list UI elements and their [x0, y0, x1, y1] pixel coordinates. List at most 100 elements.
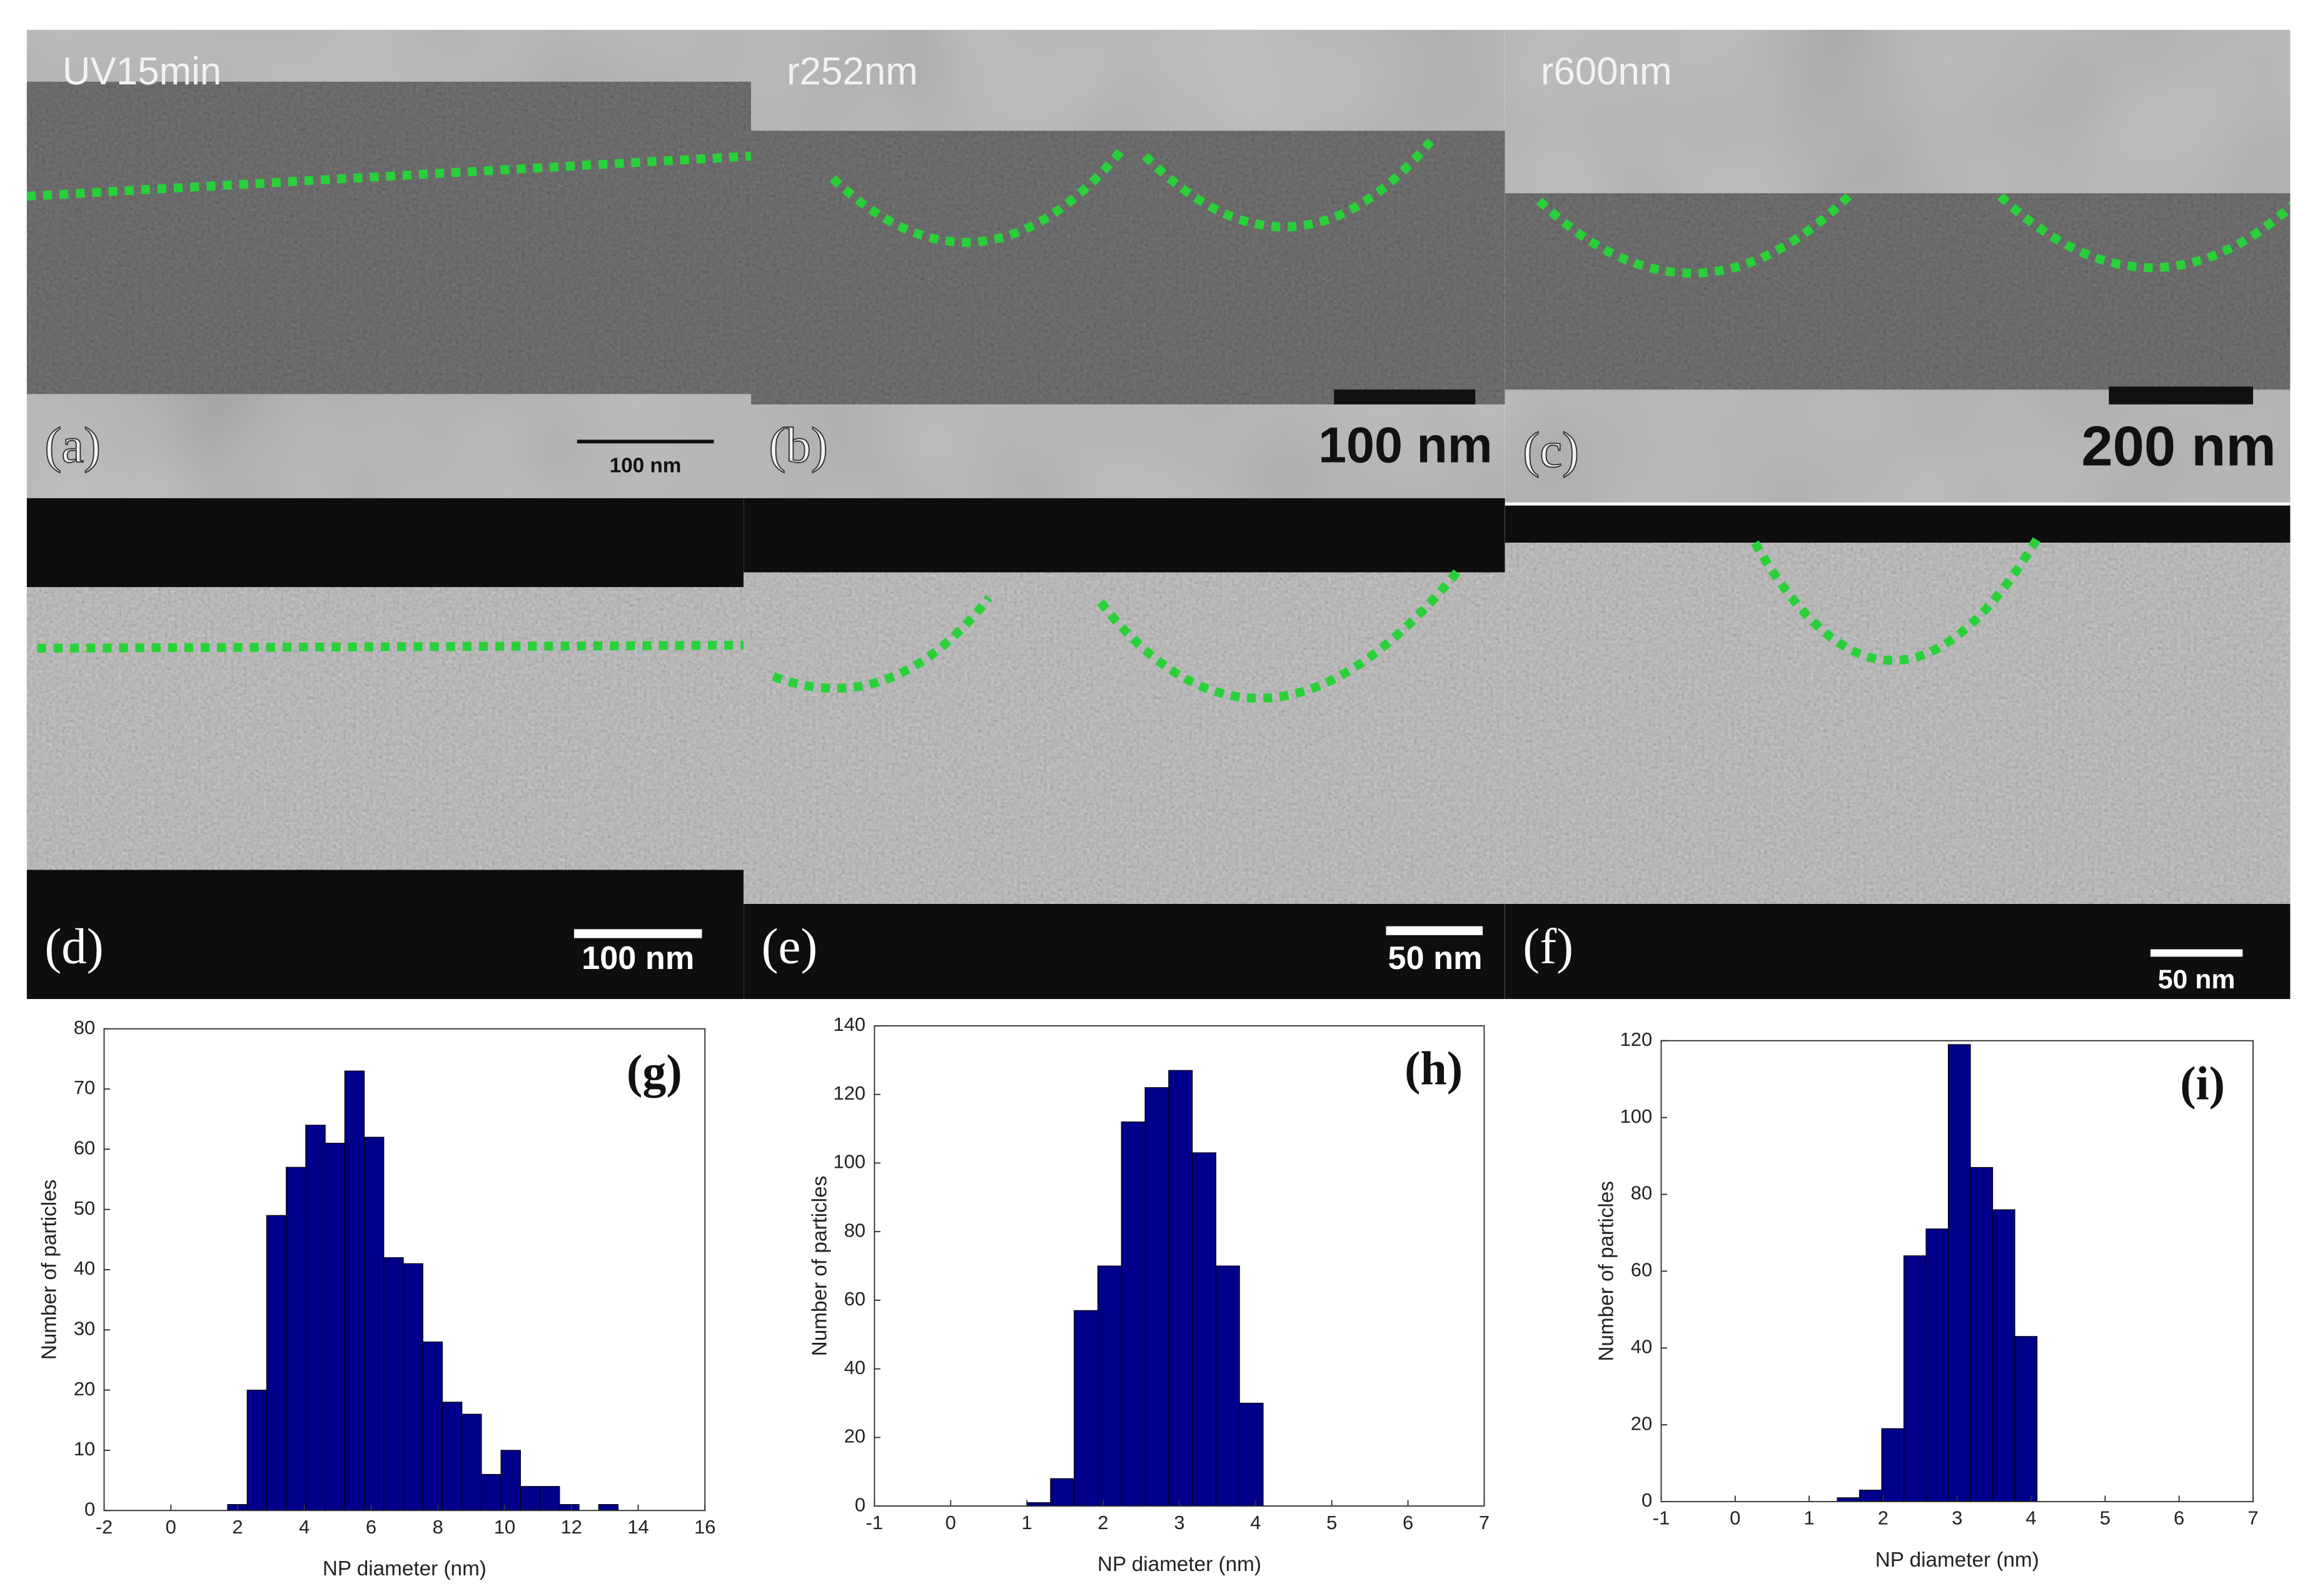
histogram-bar	[598, 1504, 619, 1511]
y-tick-label: 10	[74, 1438, 95, 1460]
micrograph-panel: r600nm (c) 200 nm	[1505, 29, 2291, 503]
y-tick-label: 100	[834, 1151, 866, 1173]
y-tick-label: 50	[74, 1197, 95, 1219]
x-tick-label: 2	[1097, 1512, 1108, 1533]
y-tick-label: 80	[1631, 1182, 1652, 1204]
guide-curve	[829, 146, 1127, 247]
y-tick-label: 40	[74, 1257, 95, 1279]
histogram-bar	[1947, 1044, 1971, 1502]
y-tick-label: 20	[74, 1378, 95, 1400]
histogram-bar	[1097, 1265, 1122, 1507]
histogram-bar	[1881, 1428, 1905, 1502]
histogram-bar	[266, 1215, 287, 1511]
histogram-bar	[461, 1413, 482, 1511]
y-tick-label: 20	[844, 1425, 865, 1447]
micrograph-panel: (f) 50 nm	[1505, 505, 2291, 1000]
x-tick-label: 0	[946, 1512, 956, 1533]
y-tick-label: 60	[1631, 1259, 1652, 1281]
panel-annotation: (g)	[627, 1045, 682, 1098]
guide-curve	[1142, 138, 1435, 232]
micrograph	[1505, 29, 2291, 503]
panel-label: (b)	[769, 418, 828, 473]
film-grain	[1505, 543, 2291, 904]
x-tick-label: 16	[694, 1516, 715, 1538]
histogram-bar	[1239, 1402, 1264, 1507]
x-tick-label: -2	[96, 1516, 113, 1538]
histogram-bar	[1050, 1478, 1075, 1507]
histogram-bar	[344, 1070, 365, 1511]
x-tick-label: 7	[2247, 1507, 2258, 1529]
x-axis-label: NP diameter (nm)	[1875, 1548, 2039, 1572]
y-tick-label: 0	[855, 1493, 865, 1515]
y-tick-label: 120	[834, 1082, 866, 1104]
y-tick-label: 80	[74, 1016, 95, 1038]
histogram-bar	[441, 1402, 463, 1511]
x-tick-label: 4	[299, 1516, 310, 1538]
x-tick-label: 2	[232, 1516, 243, 1538]
panel-title: UV15min	[63, 50, 221, 93]
panel-label: (c)	[1523, 422, 1579, 478]
x-tick-label: 1	[1022, 1512, 1032, 1533]
guide-curve	[1751, 536, 2042, 665]
panel-label: (d)	[44, 919, 103, 975]
histogram-bar	[520, 1486, 541, 1511]
guide-curve	[1997, 193, 2291, 273]
panel-title: r252nm	[787, 50, 918, 93]
x-tick-label: 3	[1174, 1512, 1184, 1533]
guide-curve	[772, 595, 993, 693]
micrograph-panel: r252nm (b) 100 nm	[750, 29, 1505, 498]
scale-bar-label: 100 nm	[610, 454, 682, 478]
micrograph-panel: (e) 50 nm	[744, 498, 1505, 1000]
histogram-bar	[422, 1341, 443, 1511]
histogram-bar	[1215, 1265, 1240, 1507]
panel-annotation: (h)	[1405, 1043, 1463, 1095]
micrograph	[26, 498, 744, 1000]
histogram-bar	[1903, 1255, 1927, 1502]
histogram-bar	[500, 1450, 521, 1511]
guide-curve	[37, 641, 744, 653]
film-grain	[1505, 193, 2291, 390]
scale-bar-label: 100 nm	[1318, 418, 1493, 474]
y-tick-label: 0	[84, 1498, 95, 1520]
film-grain	[26, 587, 744, 870]
histogram-bar	[305, 1125, 326, 1511]
histogram-bar	[403, 1263, 423, 1511]
panel-title: r600nm	[1541, 50, 1672, 93]
x-tick-label: 4	[2025, 1507, 2036, 1529]
y-tick-label: 30	[74, 1317, 95, 1339]
x-tick-label: -1	[866, 1512, 883, 1533]
histogram-bar	[1925, 1228, 1949, 1502]
guide-curve	[1097, 565, 1464, 703]
micrograph	[750, 29, 1505, 498]
x-tick-label: 1	[1803, 1507, 1814, 1529]
histogram-bar	[1168, 1070, 1193, 1507]
x-tick-label: 12	[561, 1516, 582, 1538]
micrographs: UV15min (a) 100 nm r252nm (b) 100 nm r600nm (c)…	[26, 29, 2291, 1000]
histogram-bar	[246, 1390, 268, 1511]
panel-annotation: (i)	[2180, 1057, 2225, 1110]
histogram-bar	[1144, 1087, 1169, 1507]
guide-curve	[1536, 190, 1855, 278]
y-axis-label: Number of particles	[38, 1180, 61, 1360]
scale-bar-label: 50 nm	[2158, 965, 2236, 995]
histogram-bar	[1121, 1121, 1146, 1507]
histogram-bar	[539, 1486, 560, 1511]
film-grain	[750, 131, 1505, 404]
y-tick-label: 40	[1631, 1335, 1652, 1357]
micrograph-panel: (d) 100 nm	[26, 498, 744, 1000]
x-tick-label: 5	[2100, 1507, 2111, 1529]
x-tick-label: 0	[166, 1516, 176, 1538]
histogram-bar	[2014, 1336, 2038, 1502]
y-tick-label: 60	[74, 1137, 95, 1159]
x-axis-label: NP diameter (nm)	[1097, 1553, 1261, 1576]
panel-label: (e)	[762, 919, 818, 975]
guide-curve	[26, 151, 751, 201]
film-grain	[744, 572, 1505, 904]
histogram-bar	[1970, 1167, 1994, 1502]
